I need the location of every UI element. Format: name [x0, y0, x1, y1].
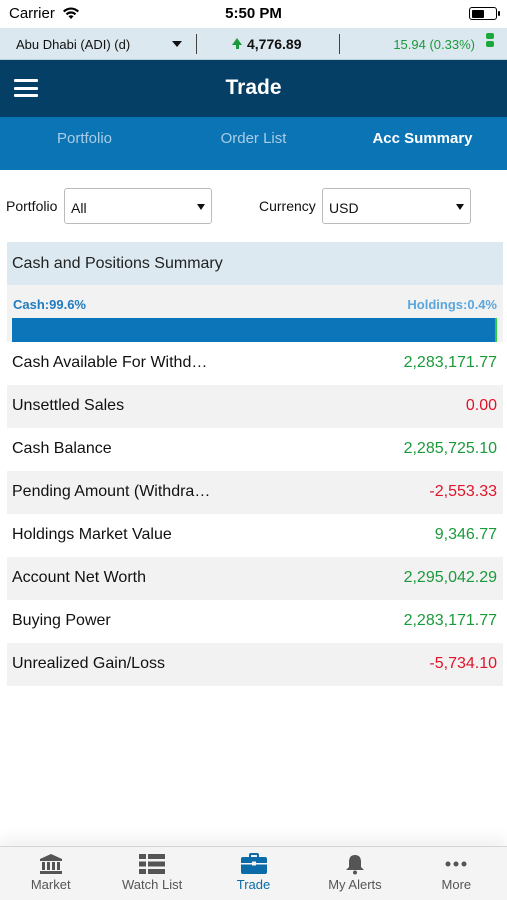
currency-select[interactable]: USD	[322, 188, 471, 224]
portfolio-select[interactable]: All	[64, 188, 212, 224]
divider	[339, 34, 340, 54]
row-label: Account Net Worth	[12, 569, 146, 586]
carrier-name: Carrier	[9, 5, 55, 22]
briefcase-icon	[240, 853, 267, 874]
row-label: Pending Amount (Withdra…	[12, 483, 211, 500]
row-value: -5,734.10	[429, 655, 497, 672]
summary-row-account-net-worth[interactable]: Account Net Worth 2,295,042.29	[7, 557, 503, 600]
hamburger-menu-icon[interactable]	[14, 79, 38, 97]
summary-row-holdings-market-value[interactable]: Holdings Market Value 9,346.77	[7, 514, 503, 557]
bottom-tab-bar: Market Watch List Trade My Alerts	[0, 846, 507, 900]
index-value: 4,776.89	[247, 36, 302, 52]
wifi-icon	[63, 7, 79, 19]
nav-trade[interactable]: Trade	[203, 847, 304, 900]
more-icon	[445, 861, 467, 867]
tab-order-list[interactable]: Order List	[220, 130, 287, 147]
nav-label: My Alerts	[328, 877, 382, 892]
divider	[196, 34, 197, 54]
allocation: Cash:99.6% Holdings:0.4%	[7, 285, 503, 342]
cash-positions-summary: Cash and Positions Summary Cash:99.6% Ho…	[7, 242, 503, 686]
row-value: 9,346.77	[434, 526, 497, 543]
summary-row-unrealized-gain-loss[interactable]: Unrealized Gain/Loss -5,734.10	[7, 643, 503, 686]
row-value: -2,553.33	[429, 483, 497, 500]
bank-icon	[39, 854, 62, 874]
filters: Portfolio All Currency USD	[0, 187, 507, 225]
arrow-up-icon-stem	[235, 44, 239, 49]
trade-tabs: Portfolio Order List Acc Summary	[0, 117, 507, 170]
nav-label: Watch List	[122, 877, 183, 892]
nav-label: Trade	[236, 877, 271, 892]
chevron-down-icon	[456, 204, 464, 210]
portfolio-select-value: All	[71, 200, 87, 216]
row-value: 2,295,042.29	[403, 569, 497, 586]
cash-percent-label: Cash:99.6%	[13, 297, 86, 312]
currency-label: Currency	[259, 198, 316, 214]
bell-icon	[345, 855, 364, 875]
market-status-icon	[486, 33, 494, 49]
row-label: Unrealized Gain/Loss	[12, 655, 165, 672]
allocation-bar	[12, 318, 497, 342]
tab-acc-summary[interactable]: Acc Summary	[372, 130, 473, 147]
page-title: Trade	[225, 76, 282, 99]
battery-icon	[469, 7, 500, 20]
row-value: 2,285,725.10	[403, 440, 497, 457]
nav-watch-list[interactable]: Watch List	[101, 847, 202, 900]
holdings-percent-label: Holdings:0.4%	[407, 297, 497, 312]
row-label: Cash Balance	[12, 440, 112, 457]
summary-row-cash-balance[interactable]: Cash Balance 2,285,725.10	[7, 428, 503, 471]
nav-label: Market	[30, 877, 71, 892]
row-value: 2,283,171.77	[403, 612, 497, 629]
clock: 5:50 PM	[225, 5, 282, 22]
list-icon	[139, 854, 166, 874]
section-title: Cash and Positions Summary	[7, 242, 503, 285]
row-value: 2,283,171.77	[403, 354, 497, 371]
summary-row-buying-power[interactable]: Buying Power 2,283,171.77	[7, 600, 503, 643]
chevron-down-icon	[197, 204, 205, 210]
summary-row-pending-amount[interactable]: Pending Amount (Withdra… -2,553.33	[7, 471, 503, 514]
status-bar: Carrier 5:50 PM	[0, 0, 507, 28]
exchange-selector[interactable]: Abu Dhabi (ADI) (d)	[16, 37, 131, 52]
summary-row-cash-available[interactable]: Cash Available For Withd… 2,283,171.77	[7, 342, 503, 385]
tab-portfolio[interactable]: Portfolio	[56, 130, 113, 147]
row-label: Buying Power	[12, 612, 111, 629]
index-change: 15.94 (0.33%)	[393, 37, 475, 52]
row-label: Unsettled Sales	[12, 397, 125, 414]
market-ticker[interactable]: Abu Dhabi (ADI) (d) 4,776.89 15.94 (0.33…	[0, 28, 507, 60]
nav-more[interactable]: More	[406, 847, 507, 900]
arrow-up-icon	[232, 38, 242, 45]
row-label: Cash Available For Withd…	[12, 354, 208, 371]
row-value: 0.00	[465, 397, 497, 414]
currency-select-value: USD	[329, 200, 359, 216]
chevron-down-icon[interactable]	[172, 41, 182, 47]
row-label: Holdings Market Value	[12, 526, 172, 543]
nav-market[interactable]: Market	[0, 847, 101, 900]
nav-label: More	[441, 877, 472, 892]
portfolio-label: Portfolio	[6, 198, 58, 214]
nav-my-alerts[interactable]: My Alerts	[304, 847, 405, 900]
app-header: Trade	[0, 60, 507, 117]
summary-row-unsettled-sales[interactable]: Unsettled Sales 0.00	[7, 385, 503, 428]
cash-allocation-fill	[12, 318, 496, 342]
